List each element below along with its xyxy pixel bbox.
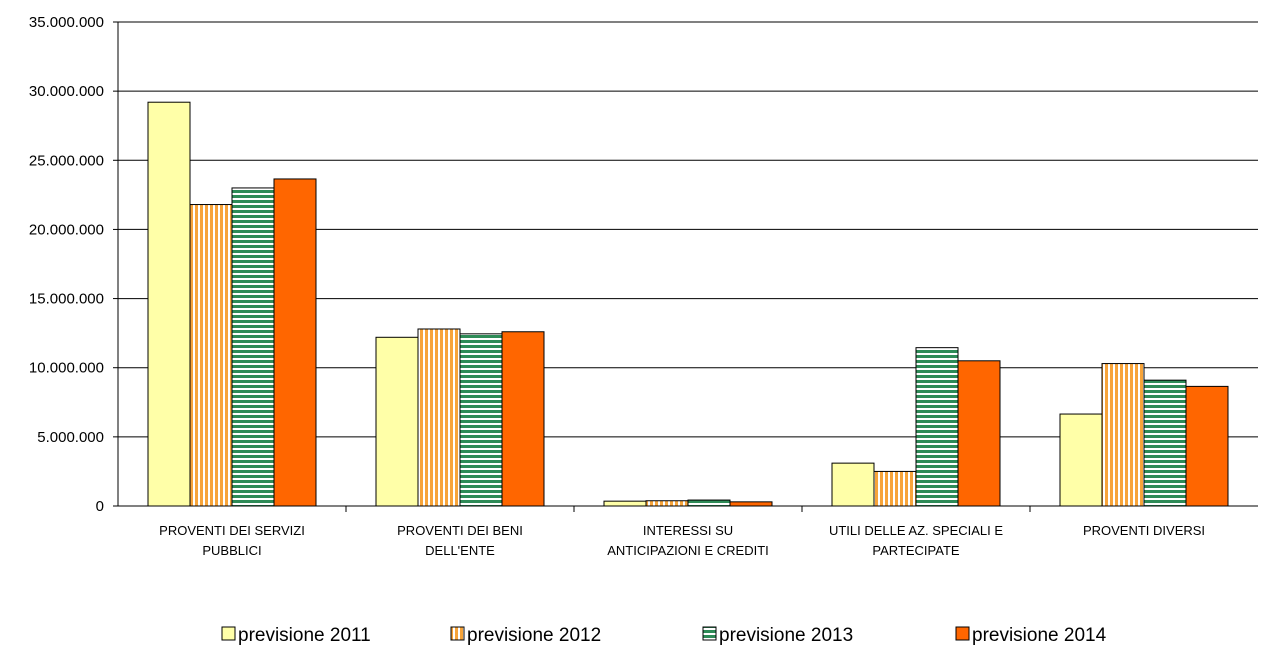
y-tick-label: 30.000.000: [29, 83, 104, 100]
bar-previsione-2011-cat-4: [1059, 413, 1103, 507]
x-category-label: PUBBLICI: [202, 543, 261, 558]
bar-previsione-2013-cat-1: [459, 333, 503, 507]
y-tick-label: 35.000.000: [29, 14, 104, 31]
bars: [147, 101, 1229, 507]
bar-previsione-2014-cat-1: [501, 331, 545, 507]
x-category-label: UTILI DELLE AZ. SPECIALI E: [829, 523, 1003, 538]
x-category-label: PARTECIPATE: [872, 543, 959, 558]
bar-previsione-2012-cat-2: [645, 500, 689, 507]
legend-swatch: [955, 626, 970, 641]
bar-previsione-2013-cat-3: [915, 347, 959, 507]
bar-previsione-2014-cat-2: [729, 501, 773, 507]
legend-swatch: [702, 626, 717, 641]
x-category-label: INTERESSI SU: [643, 523, 733, 538]
bar-previsione-2013-cat-2: [687, 499, 731, 507]
axis-labels: 0 5.000.000 10.000.000 15.000.000 20.000.000…: [29, 14, 1205, 558]
bar-previsione-2012-cat-4: [1101, 363, 1145, 507]
y-tick-label: 15.000.000: [29, 291, 104, 308]
legend-label: previsione 2014: [972, 625, 1107, 646]
legend-swatch: [450, 626, 465, 641]
bar-previsione-2012-cat-0: [189, 204, 233, 507]
bar-previsione-2011-cat-2: [603, 500, 647, 507]
legend-label: previsione 2012: [467, 625, 601, 646]
axes: [113, 21, 1258, 512]
x-category-label: ANTICIPAZIONI E CREDITI: [607, 543, 769, 558]
legend: previsione 2011 previsione 2012 previsione…: [221, 625, 1107, 646]
y-tick-label: 0: [96, 498, 104, 515]
x-category-label: DELL'ENTE: [425, 543, 495, 558]
bar-previsione-2013-cat-0: [231, 187, 275, 507]
bar-previsione-2011-cat-0: [147, 101, 191, 507]
bar-previsione-2014-cat-3: [957, 360, 1001, 507]
y-tick-label: 25.000.000: [29, 152, 104, 169]
legend-label: previsione 2011: [238, 625, 371, 646]
bar-previsione-2012-cat-3: [873, 470, 917, 507]
y-tick-label: 10.000.000: [29, 360, 104, 377]
x-category-label: PROVENTI DEI BENI: [397, 523, 523, 538]
y-tick-label: 20.000.000: [29, 221, 104, 238]
bar-previsione-2011-cat-3: [831, 462, 875, 507]
bar-previsione-2014-cat-4: [1185, 385, 1229, 507]
y-tick-label: 5.000.000: [37, 429, 104, 446]
x-category-label: PROVENTI DIVERSI: [1083, 523, 1205, 538]
bar-previsione-2013-cat-4: [1143, 379, 1187, 507]
bar-previsione-2012-cat-1: [417, 328, 461, 507]
legend-swatch: [221, 626, 236, 641]
bar-previsione-2011-cat-1: [375, 336, 419, 507]
x-category-label: PROVENTI DEI SERVIZI: [159, 523, 305, 538]
bar-previsione-2014-cat-0: [273, 178, 317, 507]
legend-label: previsione 2013: [719, 625, 853, 646]
